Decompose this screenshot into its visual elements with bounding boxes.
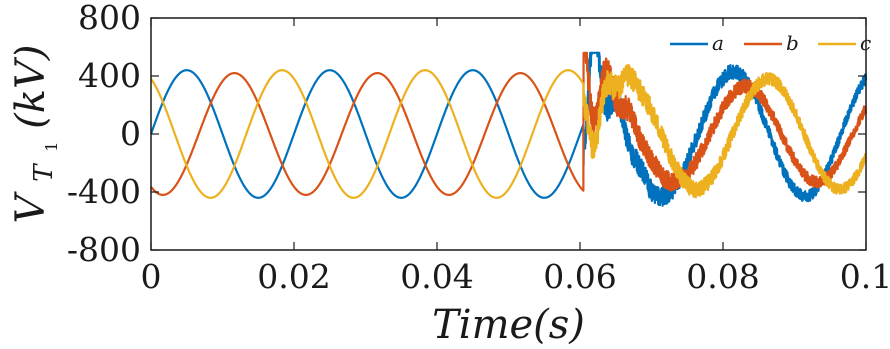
y-axis-unit: (kV): [8, 45, 54, 129]
legend-label-b: b: [786, 31, 799, 55]
series-line-a: [149, 51, 868, 207]
series-layer: [149, 51, 868, 207]
y-tick-label: 800: [78, 0, 141, 37]
y-axis-subscript: T: [29, 163, 59, 182]
y-tick-label: -800: [67, 230, 141, 269]
x-tick-label: 0.1: [840, 257, 890, 296]
x-axis-title: Time(s): [432, 302, 585, 348]
ticks-layer: 0 0.02 0.04 0.06 0.08 0.1 800 400 0 -400 -800: [67, 0, 890, 296]
x-tick-label: 0.04: [400, 257, 473, 296]
legend-label-c: c: [860, 31, 871, 55]
y-axis-symbol: V: [8, 190, 54, 223]
x-tick-label: 0.08: [686, 257, 759, 296]
svg-text:V T 1 (kV): V T 1 (kV): [8, 45, 67, 224]
y-axis-subsubscript: 1: [42, 142, 61, 152]
legend-label-a: a: [712, 31, 724, 55]
y-tick-label: 400: [78, 56, 141, 95]
x-tick-label: 0.06: [543, 257, 616, 296]
x-tick-label: 0: [141, 257, 162, 296]
series-line-b: [150, 51, 868, 196]
y-axis-title: V T 1 (kV): [8, 45, 67, 224]
legend: a b c: [670, 31, 871, 55]
y-tick-label: 0: [120, 114, 141, 153]
series-line-c: [150, 64, 867, 199]
x-tick-label: 0.02: [257, 257, 330, 296]
y-tick-label: -400: [67, 172, 141, 211]
